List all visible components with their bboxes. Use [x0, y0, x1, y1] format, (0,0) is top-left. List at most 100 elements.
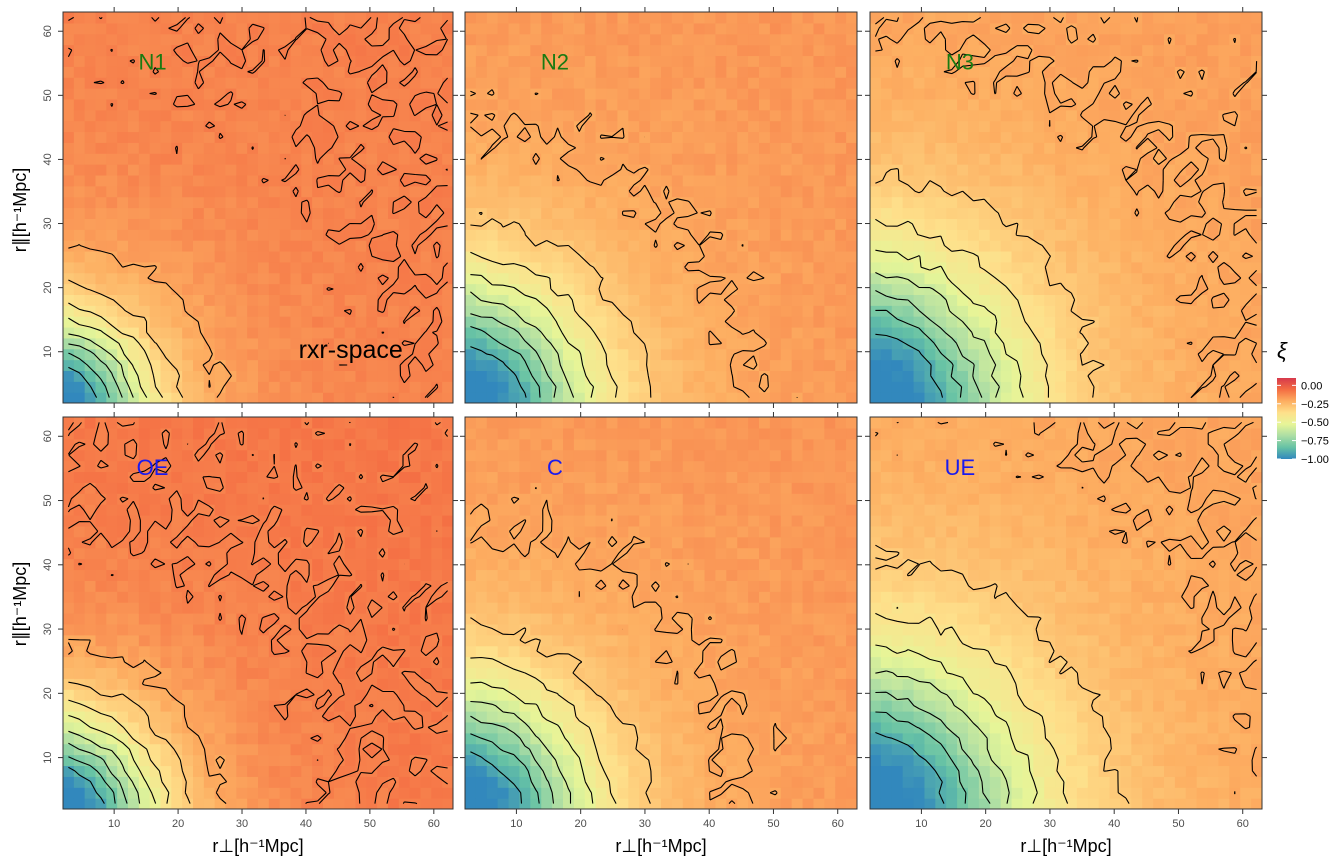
- heatmap-cell: [519, 88, 530, 99]
- heatmap-cell: [924, 110, 935, 121]
- heatmap-cell: [1142, 294, 1153, 305]
- heatmap-cell: [585, 99, 596, 110]
- heatmap-cell: [96, 273, 107, 284]
- heatmap-cell: [563, 186, 574, 197]
- heatmap-cell: [1153, 66, 1164, 77]
- heatmap-cell: [1044, 153, 1055, 164]
- heatmap-cell: [530, 12, 541, 23]
- heatmap-cell: [881, 66, 892, 77]
- heatmap-cell: [748, 12, 759, 23]
- heatmap-cell: [903, 240, 914, 251]
- heatmap-cell: [236, 186, 247, 197]
- heatmap-cell: [498, 208, 509, 219]
- heatmap-cell: [1218, 240, 1229, 251]
- heatmap-cell: [1088, 218, 1099, 229]
- heatmap-cell: [128, 131, 139, 142]
- heatmap-cell: [150, 349, 161, 360]
- heatmap-cell: [301, 439, 312, 450]
- heatmap-cell: [96, 164, 107, 175]
- heatmap-cell: [1033, 186, 1044, 197]
- heatmap-cell: [356, 548, 367, 559]
- heatmap-cell: [323, 657, 334, 668]
- heatmap-cell: [269, 417, 280, 428]
- heatmap-cell: [846, 45, 857, 56]
- heatmap-cell: [903, 208, 914, 219]
- heatmap-cell: [269, 294, 280, 305]
- heatmap-cell: [465, 131, 476, 142]
- heatmap-cell: [410, 121, 421, 132]
- heatmap-cell: [792, 77, 803, 88]
- heatmap-cell: [509, 197, 520, 208]
- heatmap-cell: [639, 12, 650, 23]
- heatmap-cell: [903, 229, 914, 240]
- heatmap-cell: [628, 381, 639, 392]
- heatmap-cell: [280, 251, 291, 262]
- heatmap-cell: [334, 197, 345, 208]
- heatmap-cell: [269, 121, 280, 132]
- heatmap-cell: [628, 142, 639, 153]
- heatmap-cell: [968, 164, 979, 175]
- heatmap-cell: [247, 381, 258, 392]
- heatmap-cell: [106, 591, 117, 602]
- heatmap-cell: [1055, 316, 1066, 327]
- heatmap-cell: [301, 197, 312, 208]
- heatmap-cell: [1218, 66, 1229, 77]
- heatmap-cell: [935, 251, 946, 262]
- heatmap-cell: [705, 164, 716, 175]
- heatmap-cell: [226, 776, 237, 787]
- heatmap-cell: [421, 23, 432, 34]
- heatmap-cell: [226, 755, 237, 766]
- heatmap-cell: [63, 197, 74, 208]
- heatmap-cell: [215, 77, 226, 88]
- heatmap-cell: [465, 34, 476, 45]
- heatmap-cell: [770, 121, 781, 132]
- heatmap-cell: [813, 251, 824, 262]
- heatmap-cell: [356, 12, 367, 23]
- heatmap-cell: [236, 370, 247, 381]
- heatmap-cell: [1044, 218, 1055, 229]
- heatmap-cell: [781, 208, 792, 219]
- heatmap-cell: [650, 186, 661, 197]
- heatmap-cell: [236, 110, 247, 121]
- heatmap-cell: [924, 208, 935, 219]
- heatmap-cell: [345, 66, 356, 77]
- heatmap-cell: [280, 689, 291, 700]
- heatmap-cell: [465, 66, 476, 77]
- heatmap-cell: [117, 624, 128, 635]
- heatmap-cell: [672, 131, 683, 142]
- heatmap-cell: [96, 186, 107, 197]
- heatmap-cell: [63, 591, 74, 602]
- heatmap-cell: [979, 273, 990, 284]
- heatmap-cell: [204, 798, 215, 809]
- heatmap-cell: [182, 755, 193, 766]
- heatmap-cell: [106, 121, 117, 132]
- heatmap-cell: [607, 23, 618, 34]
- heatmap-cell: [617, 262, 628, 273]
- heatmap-cell: [215, 602, 226, 613]
- heatmap-cell: [63, 55, 74, 66]
- heatmap-cell: [410, 370, 421, 381]
- heatmap-cell: [715, 55, 726, 66]
- heatmap-cell: [291, 381, 302, 392]
- heatmap-cell: [465, 338, 476, 349]
- heatmap-cell: [585, 360, 596, 371]
- heatmap-cell: [487, 121, 498, 132]
- heatmap-cell: [258, 327, 269, 338]
- heatmap-cell: [1077, 88, 1088, 99]
- heatmap-cell: [759, 121, 770, 132]
- heatmap-cell: [1066, 218, 1077, 229]
- heatmap-cell: [1120, 262, 1131, 273]
- heatmap-cell: [1131, 77, 1142, 88]
- heatmap-cell: [226, 12, 237, 23]
- heatmap-cell: [1012, 175, 1023, 186]
- heatmap-cell: [770, 262, 781, 273]
- heatmap-cell: [726, 381, 737, 392]
- heatmap-cell: [204, 218, 215, 229]
- heatmap-cell: [269, 34, 280, 45]
- heatmap-cell: [161, 700, 172, 711]
- heatmap-cell: [226, 744, 237, 755]
- heatmap-cell: [585, 240, 596, 251]
- heatmap-cell: [759, 153, 770, 164]
- heatmap-cell: [1229, 99, 1240, 110]
- heatmap-cell: [106, 110, 117, 121]
